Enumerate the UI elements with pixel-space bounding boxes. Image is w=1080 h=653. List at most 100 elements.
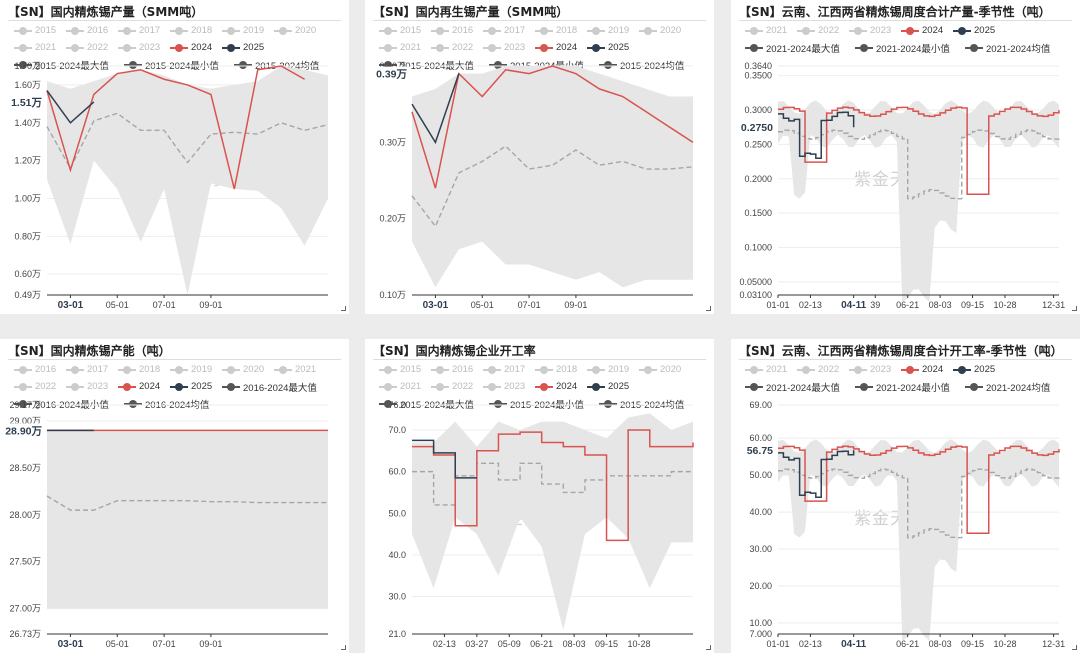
- legend-item[interactable]: 2022: [797, 22, 849, 39]
- legend-label: 2016: [87, 25, 109, 36]
- legend-marker-icon: [431, 382, 449, 391]
- legend-item[interactable]: 2015: [379, 22, 431, 39]
- range-band: [778, 100, 1059, 302]
- x-tick-label: 06-21: [896, 300, 919, 310]
- legend-marker-icon: [587, 43, 605, 52]
- legend-item[interactable]: 2021: [379, 378, 431, 395]
- legend-item[interactable]: 2021-2024均值: [965, 378, 1075, 395]
- resize-handle-icon[interactable]: [1072, 306, 1077, 311]
- legend-label: 2015: [400, 364, 422, 375]
- resize-handle-icon[interactable]: [706, 306, 711, 311]
- legend-item[interactable]: 2018: [535, 361, 587, 378]
- x-tick-label: 04-11: [841, 639, 866, 650]
- series-2024-line: [778, 445, 1060, 534]
- legend-label: 2016: [35, 364, 57, 375]
- legend-item[interactable]: 2018: [170, 22, 222, 39]
- legend-item[interactable]: 2021: [14, 39, 66, 56]
- legend-item[interactable]: 2022: [431, 39, 483, 56]
- legend-item[interactable]: 2020: [222, 361, 274, 378]
- x-tick-label: 06-21: [530, 639, 553, 649]
- chart-plot: 1.70万 1.60万 1.40万 1.20万 1.00万 0.80万 0.60万 0.49万…: [2, 61, 329, 311]
- legend-item[interactable]: 2024: [170, 39, 222, 56]
- y-tick-label: 76.0: [388, 400, 406, 410]
- legend-item[interactable]: 2020: [639, 361, 691, 378]
- legend-item[interactable]: 2021-2024最大值: [745, 378, 855, 395]
- legend-marker-icon: [855, 43, 873, 52]
- legend-item[interactable]: 2023: [118, 39, 170, 56]
- legend-item[interactable]: 2025: [953, 361, 1005, 378]
- legend-label: 2025: [974, 364, 996, 375]
- legend-item[interactable]: 2019: [587, 361, 639, 378]
- legend-item[interactable]: 2024: [118, 378, 170, 395]
- legend-item[interactable]: 2017: [483, 361, 535, 378]
- legend-item[interactable]: 2017: [483, 22, 535, 39]
- legend-item[interactable]: 2018: [118, 361, 170, 378]
- legend-item[interactable]: 2021-2024均值: [965, 39, 1075, 56]
- legend-item[interactable]: 2025: [953, 22, 1005, 39]
- resize-handle-icon[interactable]: [341, 306, 346, 311]
- resize-handle-icon[interactable]: [706, 645, 711, 650]
- resize-handle-icon[interactable]: [341, 645, 346, 650]
- x-tick-label: 08-03: [929, 300, 952, 310]
- y-tick-label: 29.17万: [9, 400, 41, 410]
- legend-item[interactable]: 2016: [14, 361, 66, 378]
- legend-item[interactable]: 2018: [535, 22, 587, 39]
- legend-item[interactable]: 2024: [535, 39, 587, 56]
- legend-label: 2020: [243, 364, 265, 375]
- x-tick-label: 10-28: [627, 639, 650, 649]
- legend-item[interactable]: 2016: [431, 22, 483, 39]
- chart-legend[interactable]: 2021 2022 2023 2024 2025 2021-2024最大值 2021-202…: [745, 22, 1075, 56]
- legend-item[interactable]: 2019: [587, 22, 639, 39]
- legend-item[interactable]: 2015: [14, 22, 66, 39]
- series-2025-line: [778, 111, 855, 160]
- y-tick-label: 28.50万: [9, 463, 41, 473]
- legend-item[interactable]: 2021: [745, 22, 797, 39]
- legend-item[interactable]: 2021-2024最小值: [855, 39, 965, 56]
- legend-item[interactable]: 2017: [118, 22, 170, 39]
- legend-label: 2015: [400, 25, 422, 36]
- legend-item[interactable]: 2025: [222, 39, 274, 56]
- legend-item[interactable]: 2019: [222, 22, 274, 39]
- legend-item[interactable]: 2025: [170, 378, 222, 395]
- legend-item[interactable]: 2023: [849, 361, 901, 378]
- range-band: [47, 430, 328, 609]
- legend-item[interactable]: 2021: [745, 361, 797, 378]
- legend-label: 2021-2024均值: [986, 382, 1051, 394]
- legend-item[interactable]: 2025: [587, 378, 639, 395]
- legend-item[interactable]: 2023: [483, 378, 535, 395]
- legend-item[interactable]: 2023: [66, 378, 118, 395]
- resize-handle-icon[interactable]: [1072, 645, 1077, 650]
- legend-item[interactable]: 2021-2024最小值: [855, 378, 965, 395]
- legend-item[interactable]: 2021-2024最大值: [745, 39, 855, 56]
- legend-marker-icon: [639, 365, 657, 374]
- legend-item[interactable]: 2019: [170, 361, 222, 378]
- legend-marker-icon: [535, 43, 553, 52]
- x-tick-label: 09-15: [961, 639, 984, 649]
- legend-item[interactable]: 2016: [431, 361, 483, 378]
- legend-item[interactable]: 2024: [901, 361, 953, 378]
- y-tick-label: 0.3640: [744, 61, 772, 71]
- legend-item[interactable]: 2024: [901, 22, 953, 39]
- legend-item[interactable]: 2022: [797, 361, 849, 378]
- legend-item[interactable]: 2023: [849, 22, 901, 39]
- legend-item[interactable]: 2025: [587, 39, 639, 56]
- legend-item[interactable]: 2024: [535, 378, 587, 395]
- legend-item[interactable]: 2022: [431, 378, 483, 395]
- legend-label: 2019: [608, 364, 630, 375]
- legend-item[interactable]: 2022: [66, 39, 118, 56]
- legend-item[interactable]: 2020: [274, 22, 326, 39]
- legend-item[interactable]: 2022: [14, 378, 66, 395]
- legend-item[interactable]: 2023: [483, 39, 535, 56]
- legend-item[interactable]: 2021: [274, 361, 326, 378]
- legend-item[interactable]: 2016: [66, 22, 118, 39]
- legend-item[interactable]: 2021: [379, 39, 431, 56]
- legend-item[interactable]: 2020: [639, 22, 691, 39]
- legend-item[interactable]: 2017: [66, 361, 118, 378]
- x-tick-label: 02-13: [799, 300, 822, 310]
- legend-marker-icon: [483, 365, 501, 374]
- legend-label: 2021-2024最大值: [766, 43, 840, 55]
- legend-item[interactable]: 2015: [379, 361, 431, 378]
- chart-legend[interactable]: 2021 2022 2023 2024 2025 2021-2024最大值 2021-202…: [745, 361, 1075, 395]
- legend-label: 2018: [556, 25, 578, 36]
- legend-item[interactable]: 2016-2024最大值: [222, 378, 332, 395]
